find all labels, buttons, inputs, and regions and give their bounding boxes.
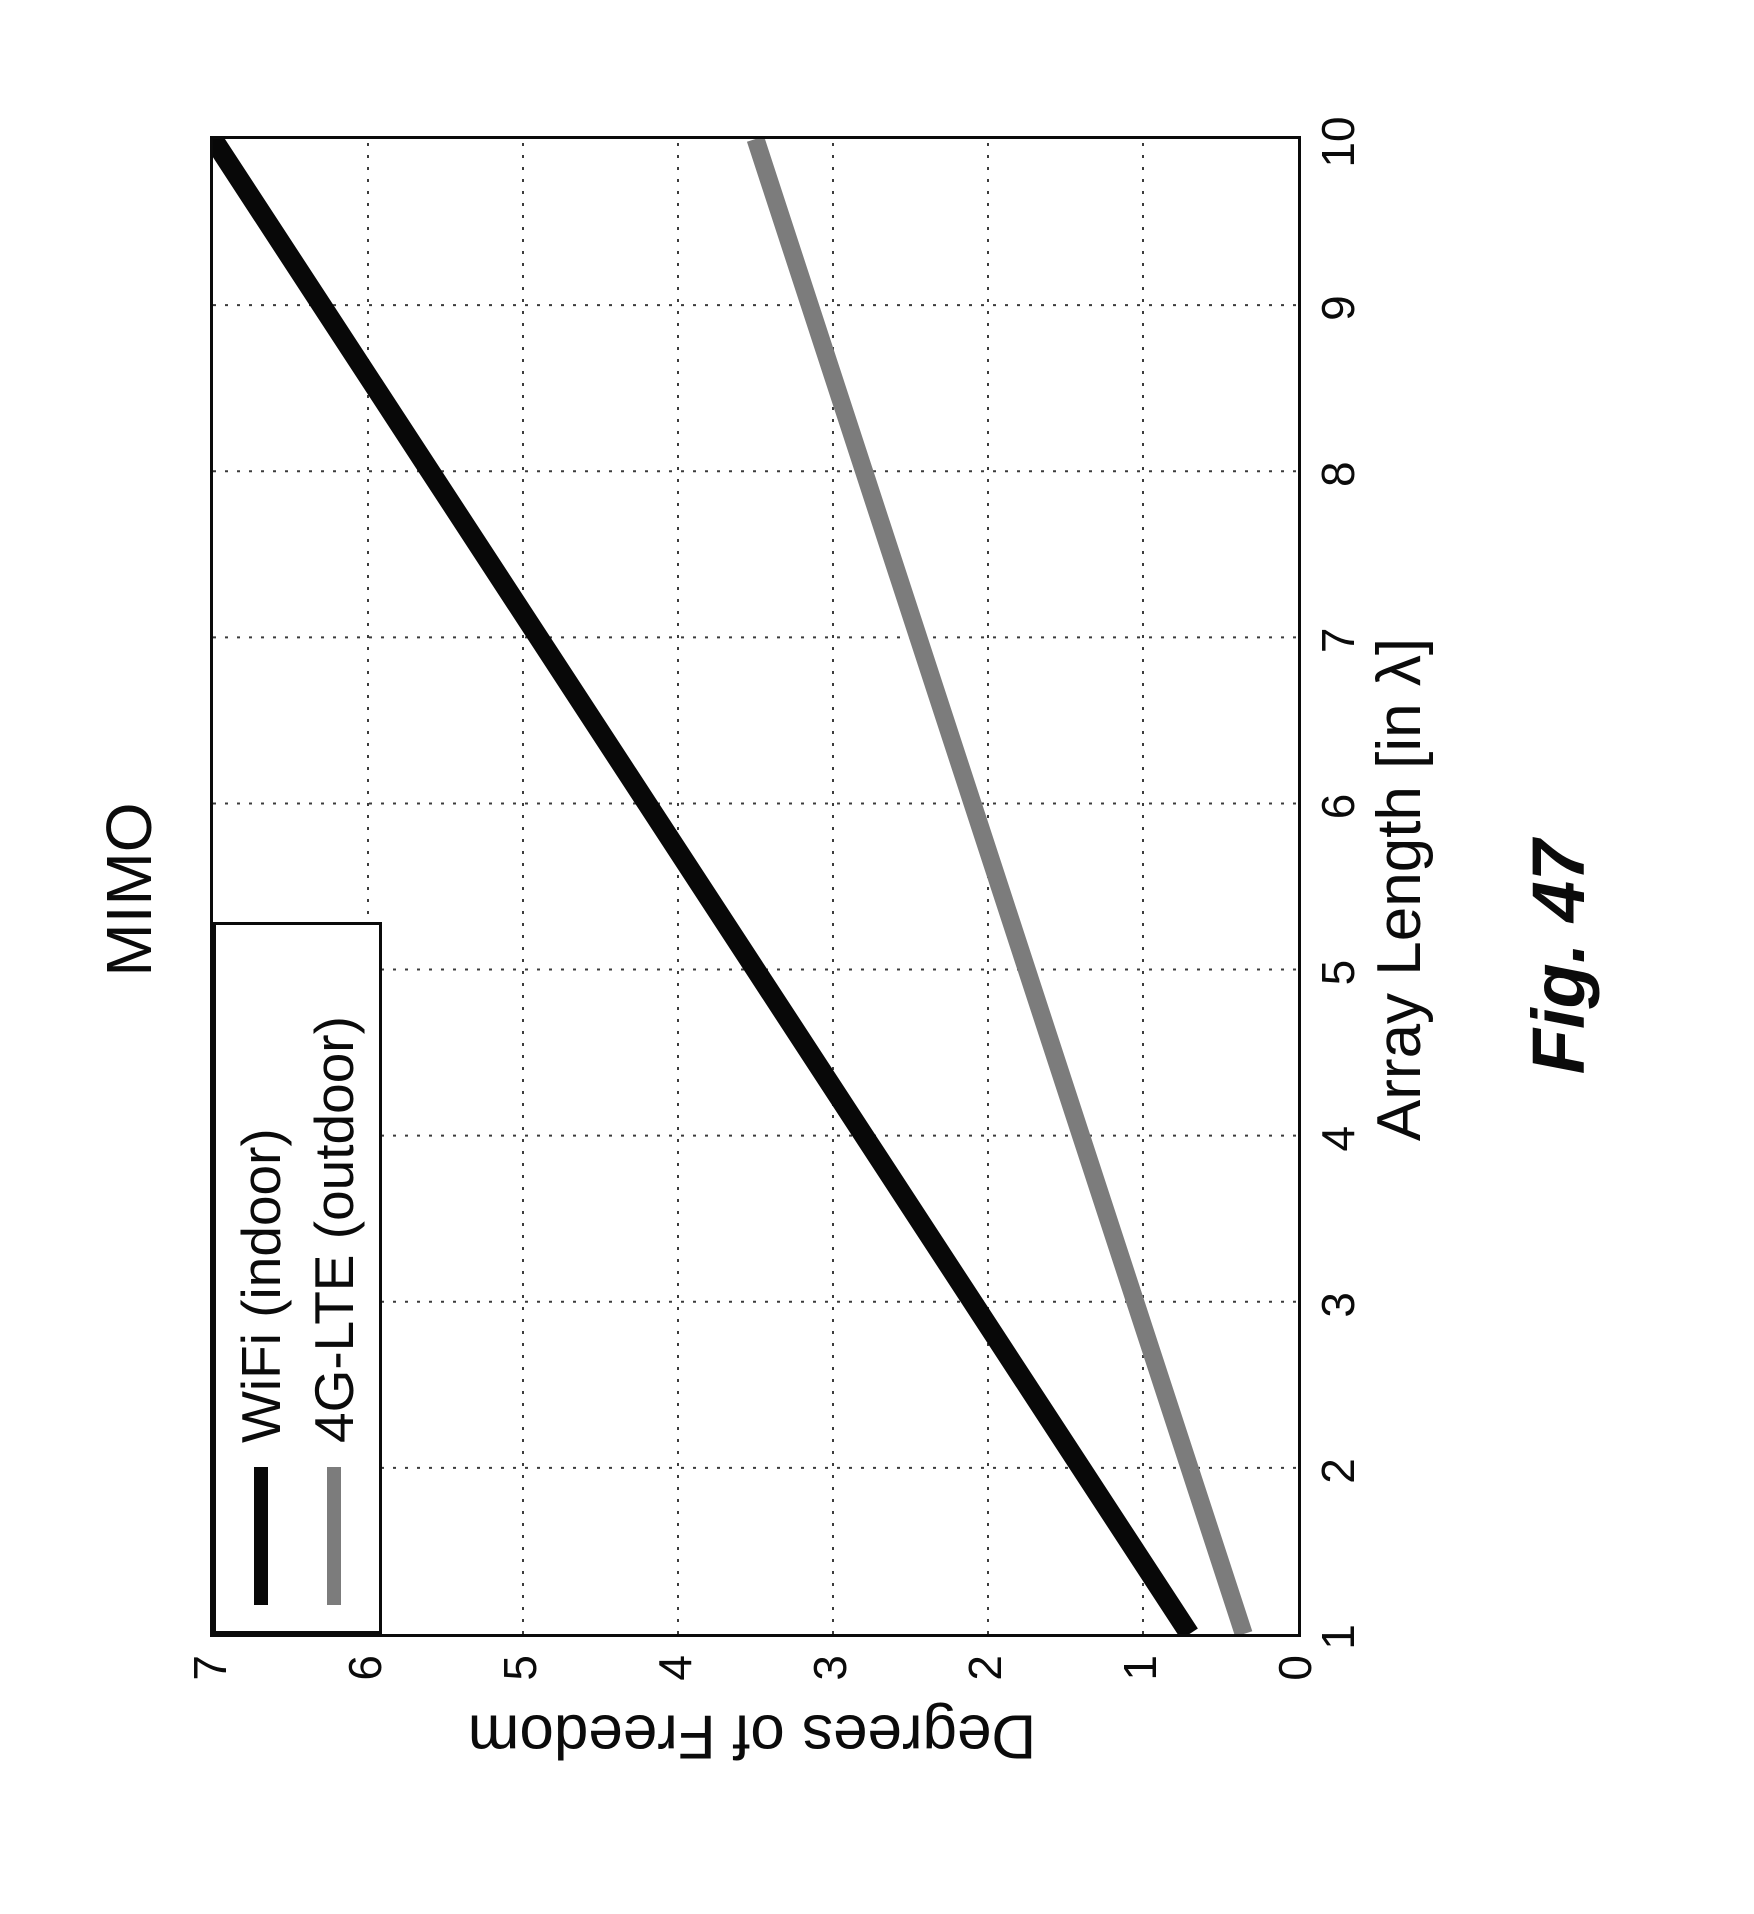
x-axis-tick-label: 10 bbox=[1312, 116, 1364, 168]
y-axis-label: Degrees of Freedom bbox=[467, 1701, 1037, 1771]
legend-label-4g-lte-outdoor: 4G-LTE (outdoor) bbox=[303, 1016, 366, 1443]
y-axis-tick-label: 5 bbox=[494, 1655, 546, 1681]
data-line-4g-lte-outdoor bbox=[746, 139, 1253, 1634]
legend: WiFi (indoor) 4G-LTE (outdoor) bbox=[213, 922, 382, 1634]
figure-caption: Fig. 47 bbox=[1517, 839, 1600, 1075]
x-axis-tick-label: 7 bbox=[1312, 627, 1364, 654]
legend-line-sample-4g-lte-outdoor bbox=[327, 1467, 342, 1605]
legend-label-wifi-indoor: WiFi (indoor) bbox=[229, 1128, 292, 1443]
y-axis-tick-label: 3 bbox=[804, 1655, 856, 1681]
x-axis-tick-label: 2 bbox=[1312, 1458, 1364, 1484]
x-axis-tick-label: 6 bbox=[1312, 793, 1364, 820]
y-axis-tick-label: 1 bbox=[1114, 1655, 1166, 1681]
x-axis-tick-label: 8 bbox=[1312, 461, 1364, 488]
y-axis-tick-label: 2 bbox=[959, 1655, 1011, 1681]
legend-line-sample-wifi-indoor bbox=[253, 1467, 268, 1605]
chart-title: MIMO bbox=[93, 802, 165, 977]
legend-item-wifi-indoor: WiFi (indoor) bbox=[229, 925, 292, 1605]
x-axis-label: Array Length [in λ] bbox=[1365, 637, 1434, 1142]
y-axis-tick-label: 6 bbox=[339, 1655, 391, 1681]
data-line-wifi-indoor bbox=[213, 139, 1198, 1634]
x-axis-tick-label: 9 bbox=[1312, 295, 1364, 321]
y-axis-tick-label: 0 bbox=[1269, 1655, 1321, 1681]
plot-lines-svg bbox=[213, 139, 1298, 1634]
y-axis-tick-label: 7 bbox=[184, 1655, 236, 1681]
y-axis-tick-label: 4 bbox=[649, 1655, 701, 1681]
legend-item-4g-lte-outdoor: 4G-LTE (outdoor) bbox=[303, 925, 366, 1605]
x-axis-tick-label: 3 bbox=[1312, 1291, 1364, 1318]
plot-area: WiFi (indoor) 4G-LTE (outdoor) bbox=[210, 136, 1301, 1637]
x-axis-tick-label: 5 bbox=[1312, 959, 1364, 986]
x-axis-tick-label: 4 bbox=[1312, 1125, 1364, 1152]
